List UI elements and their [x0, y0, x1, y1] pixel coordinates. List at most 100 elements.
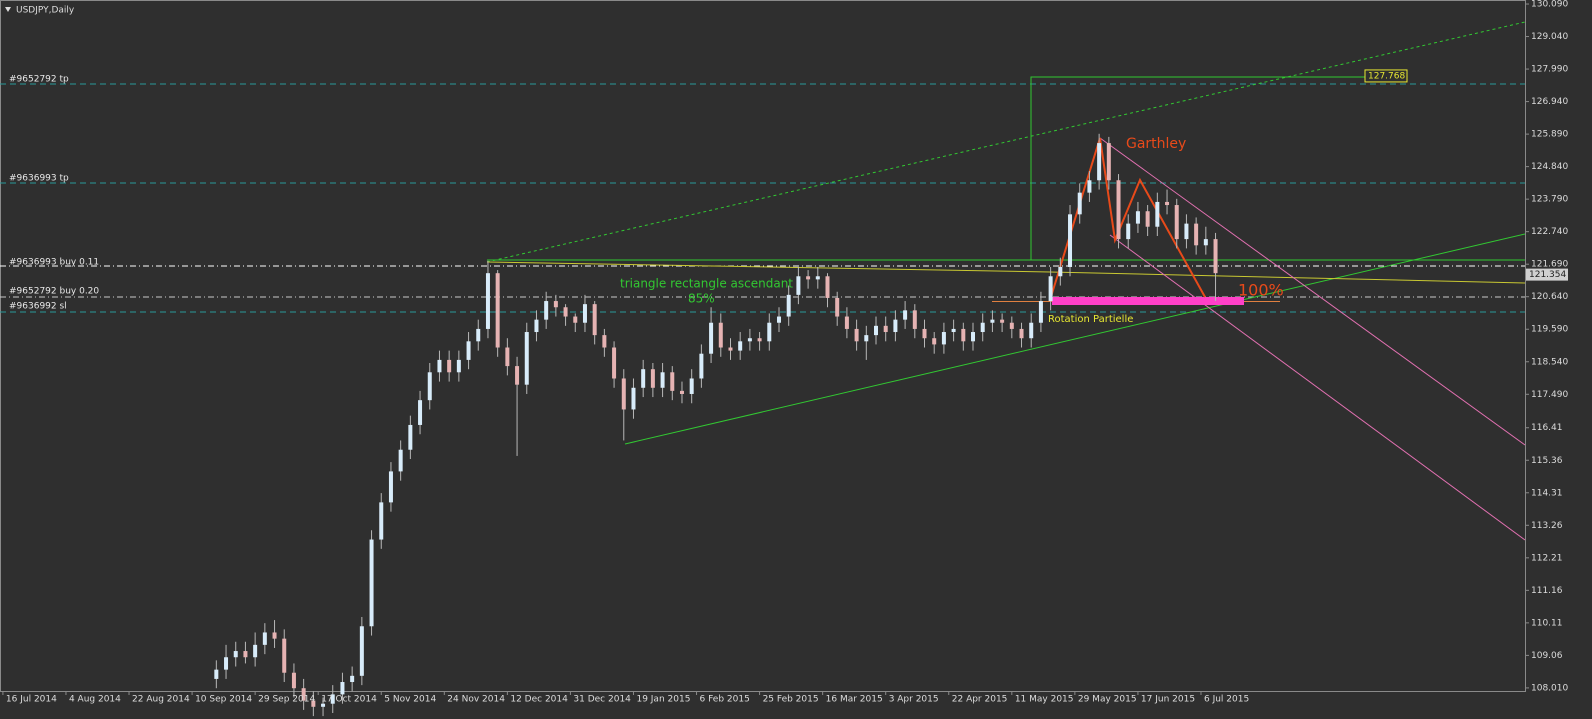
candle-body: [971, 332, 976, 342]
order-label: #9636993 tp: [9, 174, 69, 184]
garthley-pattern: [1049, 137, 1206, 301]
candle-body: [330, 694, 335, 704]
y-tick-label: 111.16: [1531, 586, 1563, 596]
candle-body: [1155, 201, 1160, 227]
candle-body: [505, 347, 510, 367]
candle-body: [1184, 223, 1189, 240]
y-tick-label: 113.26: [1531, 521, 1563, 531]
candle-body: [1106, 143, 1111, 181]
y-tick-label: 124.840: [1531, 162, 1568, 172]
y-tick-label: 116.41: [1531, 423, 1563, 433]
candle-body: [641, 369, 646, 388]
menu-icon[interactable]: [5, 7, 11, 12]
candle-body: [776, 316, 781, 323]
annotation: 100%: [1238, 281, 1284, 300]
y-tick-label: 117.490: [1531, 390, 1568, 400]
candle-body: [961, 328, 966, 342]
x-tick-label: 10 Sep 2014: [195, 695, 252, 705]
y-tick-label: 112.21: [1531, 553, 1563, 563]
order-label: #9652792 tp: [9, 75, 69, 85]
x-tick-label: 17 Oct 2014: [321, 695, 377, 705]
candle-body: [515, 366, 520, 385]
candle-body: [1203, 239, 1208, 246]
x-tick-label: 6 Jul 2015: [1204, 695, 1249, 705]
candle-body: [534, 319, 539, 333]
candle-body: [456, 359, 461, 373]
candle-body: [932, 338, 937, 345]
candle-body: [835, 297, 840, 317]
candle-body: [893, 319, 898, 333]
candle-body: [825, 276, 830, 298]
order-label: #9636992 sl: [9, 302, 67, 312]
last-price-box: [1526, 268, 1568, 281]
x-tick-label: 19 Jan 2015: [636, 695, 690, 705]
candle-body: [883, 325, 888, 333]
x-tick-label: 22 Aug 2014: [132, 695, 190, 705]
candle-body: [262, 632, 267, 645]
candle-body: [408, 424, 413, 450]
candle-body: [573, 316, 578, 323]
candle-body: [757, 338, 762, 342]
candle-body: [1174, 205, 1179, 240]
candle-body: [437, 359, 442, 373]
candle-body: [1087, 180, 1092, 193]
candle-body: [1077, 192, 1082, 215]
candle-body: [495, 273, 500, 348]
y-tick-label: 109.06: [1531, 651, 1563, 661]
candle-body: [1116, 180, 1121, 240]
candle-body: [747, 338, 752, 342]
y-tick-label: 118.540: [1531, 357, 1568, 367]
candle-body: [689, 378, 694, 394]
candle-body: [485, 273, 490, 329]
candle-body: [806, 276, 811, 280]
candle-body: [350, 675, 355, 683]
candle-body: [418, 400, 423, 425]
candle-body: [660, 372, 665, 388]
candle-body: [728, 347, 733, 351]
chart-title: USDJPY,Daily: [16, 6, 75, 16]
y-tick-label: 114.31: [1531, 488, 1563, 498]
y-tick-label: 110.11: [1531, 618, 1563, 628]
candle-body: [243, 651, 248, 658]
candle-body: [738, 341, 743, 351]
plot-frame: [0, 0, 1526, 692]
candle-body: [718, 322, 723, 348]
candle-body: [980, 322, 985, 333]
candle-body: [796, 276, 801, 295]
candle-body: [379, 502, 384, 540]
order-label: #9636993 buy 0.11: [9, 258, 99, 268]
y-tick-label: 130.090: [1531, 0, 1568, 10]
x-tick-label: 17 Jun 2015: [1141, 695, 1195, 705]
candle-body: [282, 638, 287, 673]
candle-body: [912, 310, 917, 329]
candle-body: [1213, 239, 1218, 274]
channel-line: [1099, 137, 1526, 446]
annotation: 85%: [688, 292, 715, 306]
candle-body: [767, 322, 772, 342]
channel-line: [1109, 234, 1526, 541]
candle-body: [699, 353, 704, 379]
x-tick-label: 24 Nov 2014: [447, 695, 505, 705]
candle-body: [1029, 322, 1034, 339]
candle-body: [544, 301, 549, 320]
annotation: triangle rectangle ascendant: [620, 277, 793, 291]
candle-body: [1194, 223, 1199, 246]
x-tick-label: 25 Feb 2015: [763, 695, 819, 705]
y-tick-label: 119.590: [1531, 325, 1568, 335]
x-tick-label: 29 Sep 2014: [258, 695, 315, 705]
y-tick-label: 108.010: [1531, 683, 1568, 693]
candle-body: [291, 672, 296, 689]
candle-body: [854, 328, 859, 342]
candle-body: [631, 387, 636, 410]
candle-body: [951, 328, 956, 333]
candle-body: [1097, 143, 1102, 181]
candle-body: [621, 378, 626, 410]
candle-body: [592, 304, 597, 336]
candle-body: [815, 276, 820, 280]
x-tick-label: 3 Apr 2015: [889, 695, 939, 705]
order-label: #9652792 buy 0.20: [9, 287, 99, 297]
y-tick-label: 122.740: [1531, 227, 1568, 237]
x-tick-label: 16 Jul 2014: [6, 695, 57, 705]
